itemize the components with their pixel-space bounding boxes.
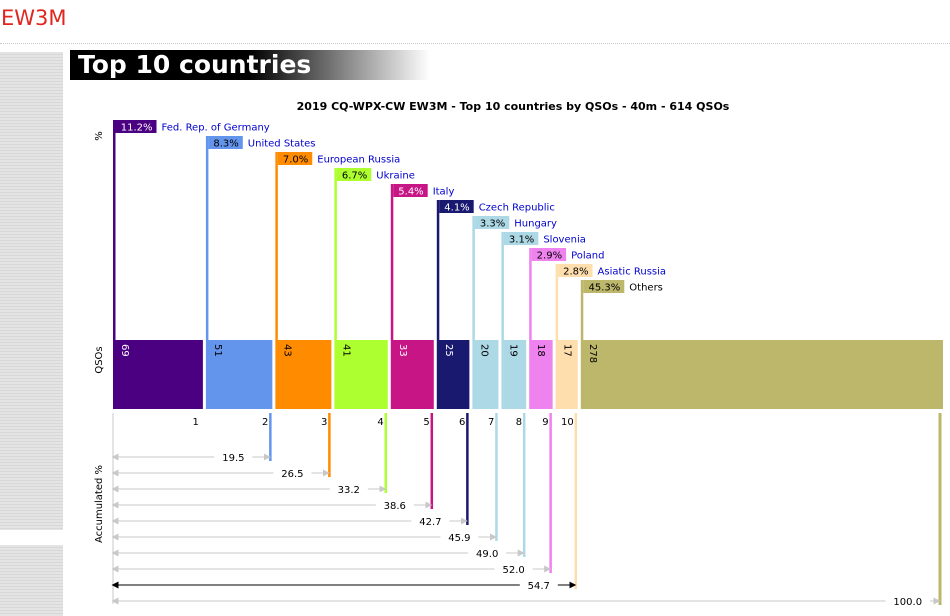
rank-label: 6 (459, 417, 465, 428)
accum-value-label: 49.0 (476, 549, 498, 560)
qso-value-label: 25 (443, 344, 454, 357)
percent-label: 7.0% (283, 155, 308, 166)
sidebar-panel (0, 52, 63, 530)
rank-label: 2 (262, 417, 268, 428)
percent-connector-5 (390, 184, 394, 340)
country-label: Poland (571, 251, 604, 262)
percent-connector-4 (334, 168, 337, 340)
chart-title: 2019 CQ-WPX-CW EW3M - Top 10 countries b… (297, 100, 730, 113)
section-title: Top 10 countries (78, 50, 312, 79)
rank-label: 3 (321, 417, 327, 428)
country-label: Others (629, 283, 663, 294)
country-label: Hungary (514, 219, 557, 230)
country-label: Fed. Rep. of Germany (162, 123, 270, 134)
section-banner: Top 10 countries (70, 50, 430, 80)
qso-bar-5 (390, 340, 434, 409)
country-label: Asiatic Russia (598, 267, 667, 278)
percent-label: 3.1% (509, 235, 534, 246)
country-label: Czech Republic (479, 203, 555, 214)
country-label: Slovenia (543, 235, 586, 246)
percent-label-box (115, 120, 157, 133)
percent-connector-2 (205, 136, 209, 340)
rank-label: 10 (561, 417, 574, 428)
qso-value-label: 69 (119, 344, 130, 357)
country-label: Italy (433, 187, 455, 198)
accum-value-label: 33.2 (338, 485, 360, 496)
percent-connector-1 (113, 120, 116, 340)
percent-connector-3 (275, 152, 278, 340)
percent-label: 3.3% (480, 219, 505, 230)
qso-value-label: 41 (340, 344, 351, 357)
qso-value-label: 278 (587, 344, 598, 363)
rank-label: 7 (488, 417, 494, 428)
qso-value-label: 17 (562, 344, 573, 357)
percent-label-box (583, 280, 625, 293)
percent-label: 5.4% (398, 187, 423, 198)
percent-connector-8 (501, 232, 504, 340)
qso-bar-11 (580, 340, 943, 409)
percent-label: 2.9% (537, 251, 562, 262)
qso-bar-2 (205, 340, 273, 409)
accum-value-label: 45.9 (448, 533, 470, 544)
percent-label-box (208, 136, 243, 149)
percent-axis-label: % (94, 131, 105, 141)
accum-value-label: 100.0 (893, 597, 922, 608)
percent-label-box (474, 216, 510, 229)
qso-value-label: 19 (507, 344, 518, 357)
rank-label: 1 (193, 417, 199, 428)
percent-label-box (439, 200, 474, 213)
percent-label: 2.8% (563, 267, 588, 278)
qso-value-label: 43 (281, 344, 292, 357)
percent-label-box (558, 264, 593, 277)
qso-value-label: 18 (535, 344, 546, 357)
percent-label: 11.2% (121, 123, 153, 134)
qso-bar-3 (275, 340, 332, 409)
site-logo[interactable]: EW3M (1, 6, 67, 30)
sidebar-panel-lower (0, 545, 63, 616)
rank-label: 9 (542, 417, 548, 428)
country-label: European Russia (317, 155, 400, 166)
accum-value-label: 38.6 (384, 501, 406, 512)
qso-bar-9 (529, 340, 553, 409)
qso-bar-8 (501, 340, 527, 409)
percent-label-box (393, 184, 428, 197)
percent-label: 4.1% (444, 203, 469, 214)
qso-bar-10 (555, 340, 578, 409)
country-label: United States (248, 139, 316, 150)
qso-bar-1 (113, 340, 203, 409)
qso-value-label: 20 (478, 344, 489, 357)
qso-bar-4 (334, 340, 388, 409)
accum-value-label: 54.7 (528, 581, 550, 592)
percent-label-box (336, 168, 372, 181)
header-divider (0, 43, 950, 44)
percent-label: 6.7% (342, 171, 367, 182)
percent-connector-6 (436, 200, 440, 340)
percent-label-box (531, 248, 567, 261)
rank-label: 4 (377, 417, 383, 428)
country-label: Ukraine (376, 171, 415, 182)
accumulated-axis-label: Accumulated % (94, 465, 105, 543)
percent-connector-9 (529, 248, 532, 340)
qsos-axis-label: QSOs (94, 346, 105, 373)
accum-value-label: 42.7 (419, 517, 441, 528)
rank-label: 5 (423, 417, 429, 428)
qso-value-label: 33 (397, 344, 408, 357)
percent-connector-11 (580, 280, 584, 340)
percent-connector-10 (555, 264, 559, 340)
qso-bar-6 (436, 340, 470, 409)
accum-value-label: 26.5 (281, 469, 303, 480)
rank-label: 8 (516, 417, 522, 428)
percent-label-box (277, 152, 313, 165)
percent-label: 8.3% (213, 139, 238, 150)
qso-bar-7 (472, 340, 499, 409)
qso-value-label: 51 (212, 344, 223, 357)
accum-value-label: 19.5 (222, 453, 244, 464)
accum-value-label: 52.0 (503, 565, 525, 576)
percent-connector-7 (472, 216, 475, 340)
percent-label-box (503, 232, 539, 245)
percent-label: 45.3% (589, 283, 621, 294)
